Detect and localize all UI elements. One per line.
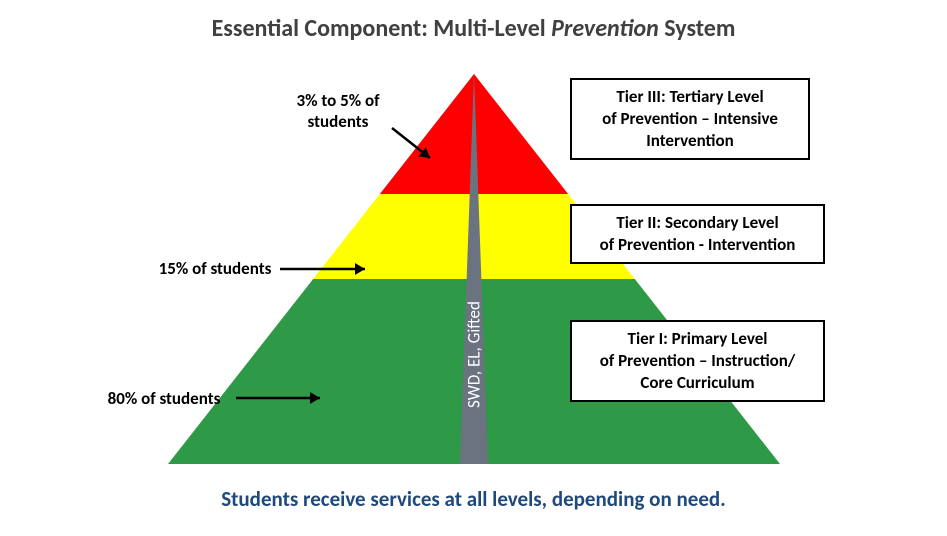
arrow-middle xyxy=(270,259,375,279)
left-label-bottom: 80% of students xyxy=(84,388,244,409)
left-label-top: 3% to 5% of students xyxy=(278,90,398,132)
footer-text: Students receive services at all levels,… xyxy=(0,486,947,512)
arrow-bottom xyxy=(226,388,330,408)
callout-tier-2: Tier II: Secondary Level of Prevention -… xyxy=(570,204,825,264)
title-prefix: Essential Component: Multi-Level xyxy=(212,14,552,43)
callout-tier-3: Tier III: Tertiary Level of Prevention –… xyxy=(570,78,810,160)
arrow-top xyxy=(382,118,440,168)
diagram-stage: Essential Component: Multi-Level Prevent… xyxy=(0,0,947,536)
title-suffix: System xyxy=(659,14,736,43)
left-label-middle: 15% of students xyxy=(140,258,290,279)
vertical-label: SWD, EL, Gifted xyxy=(464,285,485,425)
callout-tier-1: Tier I: Primary Level of Prevention – In… xyxy=(570,320,825,402)
page-title: Essential Component: Multi-Level Prevent… xyxy=(0,14,947,43)
title-emphasis: Prevention xyxy=(551,14,659,43)
